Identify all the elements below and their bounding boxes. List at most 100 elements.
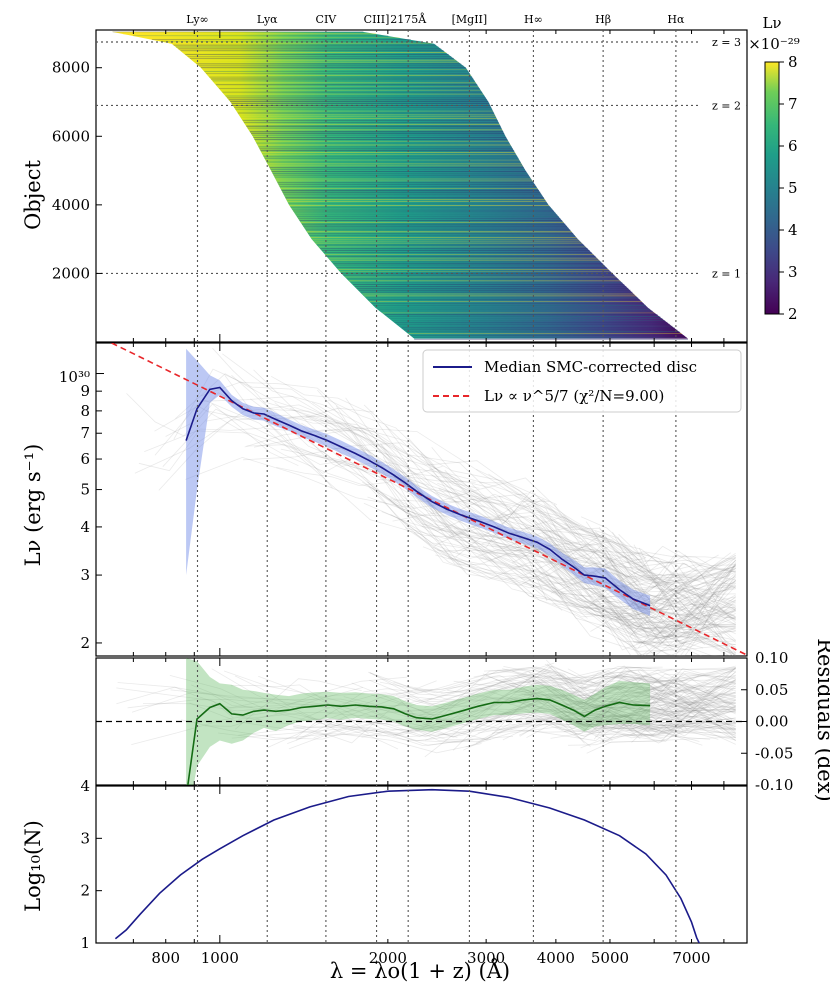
individual-residual [633, 670, 736, 728]
individual-spectrum [420, 453, 567, 596]
individual-spectrum [618, 534, 737, 654]
individual-spectrum [608, 560, 737, 639]
individual-residual [551, 682, 736, 724]
individual-spectrum [585, 521, 720, 656]
individual-spectrum [267, 422, 378, 474]
individual-spectrum [154, 395, 430, 486]
individual-spectrum [488, 515, 736, 620]
individual-residual [556, 701, 736, 717]
individual-spectrum [503, 546, 736, 621]
individual-spectrum [173, 368, 410, 488]
residuals-panel [96, 658, 747, 785]
individual-residual [474, 693, 736, 722]
individual-residual [230, 684, 369, 735]
individual-residual [419, 707, 632, 716]
individual-residual [258, 675, 514, 746]
individual-spectrum [612, 531, 736, 656]
individual-residual [559, 674, 736, 736]
individual-spectrum [578, 583, 736, 649]
residuals-y-label: Residuals (dex) [813, 638, 830, 802]
individual-spectrum [593, 551, 736, 639]
individual-spectrum [367, 481, 587, 550]
individual-residual [594, 675, 695, 728]
individual-spectrum [380, 444, 643, 620]
individual-spectrum [271, 375, 472, 555]
individual-residual [477, 678, 688, 740]
individual-spectrum [311, 401, 588, 619]
individual-residual [427, 675, 632, 724]
individual-residual [604, 676, 736, 735]
individual-residual [562, 700, 736, 738]
individual-residual [628, 702, 736, 708]
individual-spectrum [521, 539, 736, 629]
colorbar-title: Lν [762, 14, 781, 32]
individual-spectrum [636, 576, 736, 637]
individual-spectrum [362, 481, 607, 554]
y-tick-label: 6 [80, 450, 90, 468]
individual-residual [532, 668, 643, 737]
individual-spectrum [617, 559, 736, 649]
emission-line-label: 2175Å [390, 12, 427, 26]
individual-spectrum [564, 523, 706, 646]
individual-spectrum [592, 582, 736, 607]
individual-residual [593, 673, 736, 740]
individual-spectrum [322, 447, 632, 593]
individual-spectrum [455, 490, 607, 558]
individual-spectrum [448, 554, 719, 590]
x-tick-label: 2000 [369, 949, 407, 967]
individual-spectrum [289, 407, 523, 548]
y-tick-label: 1 [80, 934, 90, 952]
individual-spectrum [590, 571, 736, 635]
heatmap-stripes [112, 31, 688, 340]
individual-spectrum [597, 576, 736, 624]
individual-spectrum [429, 507, 665, 612]
individual-residual [514, 670, 736, 711]
individual-spectrum [405, 525, 647, 559]
individual-residual [615, 686, 736, 735]
legend-box [422, 349, 742, 413]
y-tick-label: 4 [80, 518, 90, 536]
emission-line-label: Hα [667, 13, 685, 26]
legend-median-label: Median SMC-corrected disc [484, 358, 697, 376]
individual-residual [615, 678, 736, 707]
individual-spectrum [632, 562, 736, 611]
individual-residual [505, 671, 700, 713]
individual-residual [601, 700, 736, 709]
y-tick-label: 3 [80, 829, 90, 847]
individual-residual [295, 688, 433, 739]
emission-line-label: Ly∞ [186, 13, 209, 26]
individual-spectrum [482, 544, 699, 576]
individual-spectrum [530, 531, 736, 620]
individual-residual [437, 687, 656, 736]
individual-residual [617, 672, 736, 731]
individual-spectrum [263, 426, 548, 536]
individual-residual [562, 689, 734, 728]
individual-spectrum [542, 532, 736, 644]
emission-line-label: H∞ [524, 13, 543, 26]
individual-spectrum [539, 516, 736, 635]
individual-residual [234, 675, 399, 750]
individual-spectrum [461, 489, 736, 630]
luminosity-top-tick: 10³⁰ [59, 368, 90, 386]
individual-spectrum [511, 542, 680, 583]
individual-residual [476, 686, 736, 727]
individual-spectrum [367, 496, 688, 565]
individual-residual [544, 669, 736, 730]
individual-spectrum [431, 474, 736, 629]
individual-residual [447, 689, 677, 734]
individual-residual [619, 674, 736, 735]
individual-spectrum [477, 555, 736, 611]
individual-spectrum [126, 393, 299, 467]
heatmap-coverage [111, 31, 689, 339]
individual-residual [540, 679, 736, 726]
individual-spectrum [243, 442, 558, 505]
individual-residual [512, 670, 679, 737]
individual-spectrum [253, 427, 581, 540]
individual-spectrum [548, 536, 697, 651]
individual-residual [545, 675, 661, 725]
individual-spectrum [573, 581, 736, 656]
individual-spectrum [481, 516, 646, 574]
individual-residual [595, 699, 736, 731]
individual-spectrum [274, 402, 560, 565]
